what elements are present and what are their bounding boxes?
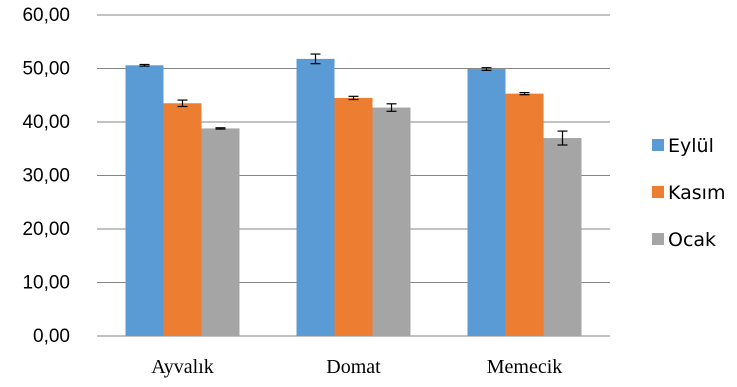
bar-eylül-0 — [125, 65, 164, 336]
x-tick-label: Domat — [326, 356, 381, 378]
bar-ocak-0 — [201, 128, 240, 336]
bar-ocak-2 — [543, 138, 582, 336]
y-axis-ticks: 0,00 10,00 20,00 30,00 40,00 50,00 60,00 — [22, 5, 70, 347]
bar-kasım-1 — [334, 97, 373, 336]
bar-kasım-0 — [163, 103, 202, 337]
y-tick-label: 60,00 — [22, 5, 70, 26]
bars — [125, 58, 582, 337]
y-tick-label: 30,00 — [22, 166, 70, 187]
legend-label: Ocak — [668, 229, 716, 251]
legend-swatch-kasım — [652, 186, 664, 198]
legend: Eylül Kasım Ocak — [652, 135, 725, 251]
legend-label: Kasım — [668, 182, 725, 204]
bar-eylül-1 — [296, 58, 335, 337]
legend-label: Eylül — [668, 135, 714, 157]
bar-kasım-2 — [505, 93, 544, 337]
bar-eylül-2 — [467, 69, 506, 336]
legend-swatch-eylül — [652, 139, 664, 151]
x-axis-ticks: Ayvalık Domat Memecik — [151, 356, 562, 378]
y-tick-label: 50,00 — [22, 59, 70, 80]
error-bars — [139, 53, 568, 146]
x-tick-label: Memecik — [487, 356, 563, 378]
bar-ocak-1 — [372, 107, 411, 337]
x-tick-label: Ayvalık — [151, 356, 214, 378]
y-tick-label: 0,00 — [33, 326, 70, 347]
legend-swatch-ocak — [652, 233, 664, 245]
y-tick-label: 20,00 — [22, 219, 70, 240]
y-tick-label: 40,00 — [22, 112, 70, 133]
y-tick-label: 10,00 — [22, 273, 70, 294]
